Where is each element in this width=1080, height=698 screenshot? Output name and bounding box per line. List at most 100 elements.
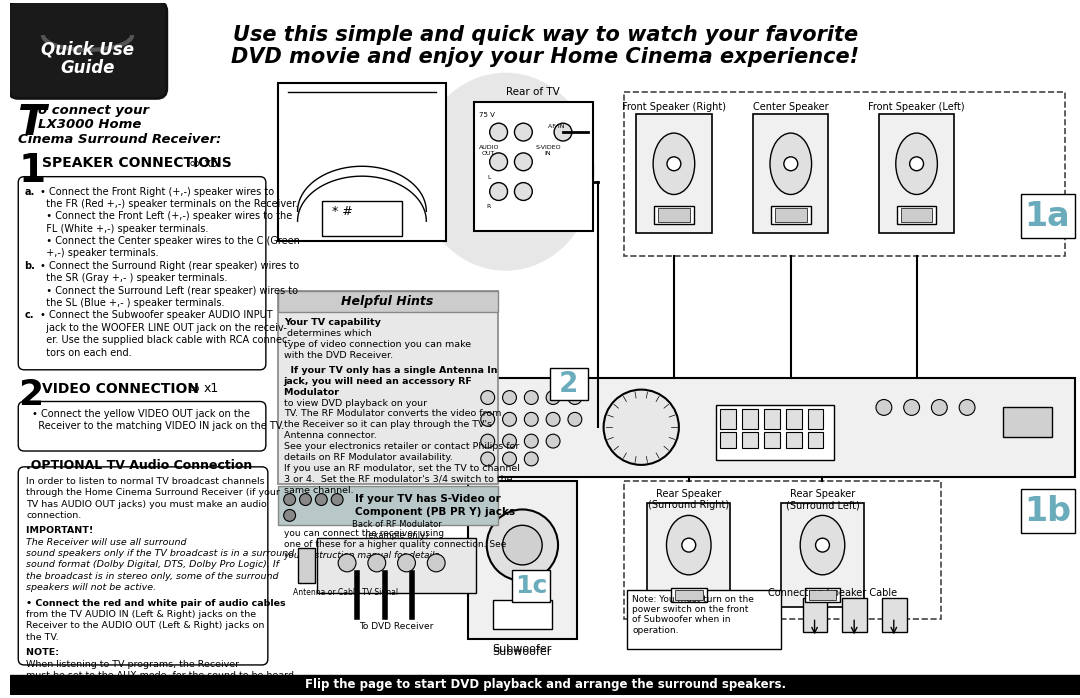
Circle shape xyxy=(514,123,532,141)
Text: jack, you will need an accessory RF: jack, you will need an accessory RF xyxy=(284,377,473,386)
Circle shape xyxy=(604,389,679,465)
Bar xyxy=(742,410,758,429)
Bar xyxy=(771,207,811,224)
Circle shape xyxy=(502,413,516,426)
Bar xyxy=(468,378,1075,477)
FancyBboxPatch shape xyxy=(18,467,268,665)
Bar xyxy=(802,597,827,632)
Text: • Connect the Front Left (+,-) speaker wires to the: • Connect the Front Left (+,-) speaker w… xyxy=(40,211,293,221)
Circle shape xyxy=(568,391,582,404)
Circle shape xyxy=(909,157,923,171)
Text: you can connect the receiver using: you can connect the receiver using xyxy=(284,529,444,538)
Text: c.: c. xyxy=(24,311,33,320)
Bar xyxy=(742,432,758,448)
Text: details on RF Modulator availability.: details on RF Modulator availability. xyxy=(284,453,453,462)
Circle shape xyxy=(568,413,582,426)
Text: If you use an RF modulator, set the TV to channel: If you use an RF modulator, set the TV t… xyxy=(284,464,519,473)
Text: 1b: 1b xyxy=(1024,495,1070,528)
Text: Center Speaker: Center Speaker xyxy=(753,103,828,112)
Ellipse shape xyxy=(417,73,595,271)
Text: Receiver to the matching VIDEO IN jack on the TV.: Receiver to the matching VIDEO IN jack o… xyxy=(32,422,284,431)
Bar xyxy=(298,548,315,583)
Text: IMPORTANT!: IMPORTANT! xyxy=(26,526,97,535)
Text: from the TV AUDIO IN (Left & Right) jacks on the: from the TV AUDIO IN (Left & Right) jack… xyxy=(26,610,256,619)
Text: er. Use the supplied black cable with RCA connec-: er. Use the supplied black cable with RC… xyxy=(40,335,291,345)
Text: Connecting Speaker Cable: Connecting Speaker Cable xyxy=(768,588,897,597)
Text: the broadcast is in stereo only, some of the surround: the broadcast is in stereo only, some of… xyxy=(26,572,279,581)
Text: AF IN: AF IN xyxy=(549,124,565,129)
Text: the TV.: the TV. xyxy=(26,633,58,641)
Circle shape xyxy=(667,157,680,171)
Circle shape xyxy=(784,157,798,171)
Bar xyxy=(879,114,955,233)
Circle shape xyxy=(876,399,892,415)
Bar xyxy=(654,207,693,224)
Text: ∞: ∞ xyxy=(189,382,200,396)
FancyBboxPatch shape xyxy=(18,401,266,451)
Text: speakers will not be active.: speakers will not be active. xyxy=(26,584,157,592)
Circle shape xyxy=(546,434,561,448)
Bar xyxy=(474,103,593,231)
Circle shape xyxy=(315,493,327,505)
Text: • Connect the Surround Left (rear speaker) wires to: • Connect the Surround Left (rear speake… xyxy=(40,285,298,296)
Text: SPEAKER CONNECTIONS: SPEAKER CONNECTIONS xyxy=(42,156,232,170)
Text: o connect your: o connect your xyxy=(38,105,149,117)
Text: If your TV only has a single Antenna In: If your TV only has a single Antenna In xyxy=(284,366,497,375)
Text: the SR (Gray +,- ) speaker terminals.: the SR (Gray +,- ) speaker terminals. xyxy=(40,273,228,283)
Bar xyxy=(805,588,840,602)
Text: must be set to the AUX mode  for the sound to be heard.: must be set to the AUX mode for the soun… xyxy=(26,671,297,680)
Text: Rear of TV: Rear of TV xyxy=(507,87,561,98)
Bar xyxy=(753,114,828,233)
Text: x1: x1 xyxy=(203,382,219,394)
Bar xyxy=(278,82,446,241)
Bar xyxy=(896,207,936,224)
Text: Note: You must turn on the
power switch on the front
of Subwoofer when in
operat: Note: You must turn on the power switch … xyxy=(632,595,754,634)
Text: • Connect the yellow VIDEO OUT jack on the: • Connect the yellow VIDEO OUT jack on t… xyxy=(32,410,251,419)
Text: • Connect the Surround Right (rear speaker) wires to: • Connect the Surround Right (rear speak… xyxy=(40,261,299,271)
Circle shape xyxy=(338,554,356,572)
Bar xyxy=(671,588,706,602)
Circle shape xyxy=(332,493,343,505)
Bar xyxy=(278,290,498,312)
Bar xyxy=(808,432,823,448)
Circle shape xyxy=(514,153,532,171)
Text: LX3000 Home: LX3000 Home xyxy=(38,118,141,131)
Text: same channel.: same channel. xyxy=(284,486,353,495)
Circle shape xyxy=(525,413,538,426)
Circle shape xyxy=(299,493,311,505)
Text: Use this simple and quick way to watch your favorite: Use this simple and quick way to watch y… xyxy=(232,25,858,45)
Text: AUDIO
OUT: AUDIO OUT xyxy=(478,145,499,156)
Circle shape xyxy=(489,183,508,200)
Ellipse shape xyxy=(800,515,845,575)
Bar xyxy=(675,590,703,600)
Text: Component (PB PR Y) jacks: Component (PB PR Y) jacks xyxy=(355,507,515,517)
Circle shape xyxy=(904,399,919,415)
Circle shape xyxy=(525,391,538,404)
Bar xyxy=(1002,408,1052,437)
Text: a.: a. xyxy=(24,186,35,197)
Text: to view DVD playback on your: to view DVD playback on your xyxy=(284,399,427,408)
Bar xyxy=(627,590,781,649)
Text: Flip the page to start DVD playback and arrange the surround speakers.: Flip the page to start DVD playback and … xyxy=(305,678,786,691)
Text: In order to listen to normal TV broadcast channels: In order to listen to normal TV broadcas… xyxy=(26,477,265,486)
Bar xyxy=(809,590,836,600)
Text: Subwoofer: Subwoofer xyxy=(492,647,552,657)
Text: * #: * # xyxy=(333,205,353,218)
Circle shape xyxy=(502,391,516,404)
Ellipse shape xyxy=(666,515,711,575)
Bar xyxy=(550,368,588,399)
Circle shape xyxy=(502,526,542,565)
Text: R: R xyxy=(487,205,490,209)
Text: FL (White +,-) speaker terminals.: FL (White +,-) speaker terminals. xyxy=(40,224,208,234)
Circle shape xyxy=(681,538,696,552)
Text: Antenna connector.: Antenna connector. xyxy=(284,431,377,440)
Text: L: L xyxy=(487,174,490,179)
Bar xyxy=(720,410,737,429)
Bar xyxy=(1021,193,1075,238)
Circle shape xyxy=(481,452,495,466)
Ellipse shape xyxy=(653,133,694,195)
Text: To DVD Receiver: To DVD Receiver xyxy=(360,623,434,632)
Text: 3 or 4.  Set the RF modulator's 3/4 switch to the: 3 or 4. Set the RF modulator's 3/4 switc… xyxy=(284,475,512,484)
Text: Quick Use: Quick Use xyxy=(41,41,134,59)
Circle shape xyxy=(815,538,829,552)
